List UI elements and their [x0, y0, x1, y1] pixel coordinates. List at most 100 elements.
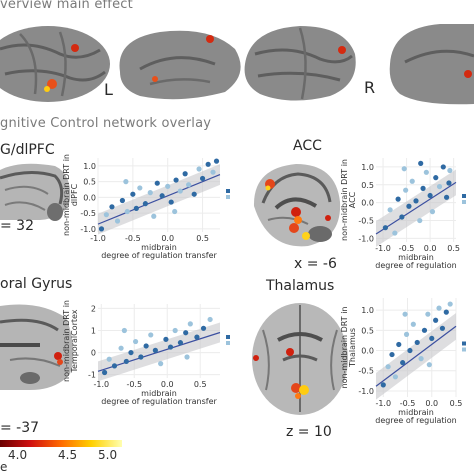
- acc-coordinate: x = -6: [294, 256, 337, 272]
- data-point: [187, 321, 193, 327]
- y-axis-label: non-midbrain DRT in: [62, 300, 71, 382]
- data-point: [184, 354, 190, 360]
- data-point: [392, 374, 398, 380]
- left-medial-surface: [119, 30, 241, 100]
- data-point: [177, 188, 183, 194]
- data-point: [399, 214, 405, 220]
- colorbar-label: e: [0, 460, 8, 474]
- x-tick-label: 0.5: [196, 234, 209, 243]
- x-tick-label: -0.5: [125, 234, 141, 243]
- data-point: [418, 356, 424, 362]
- left-lateral-surface: [0, 26, 110, 102]
- data-point: [443, 309, 449, 315]
- right-lateral-surface: [244, 26, 356, 101]
- x-tick-label: -0.5: [126, 380, 142, 389]
- legend-swatch: [462, 194, 466, 198]
- x-tick-label: -1.0: [375, 244, 391, 253]
- y-axis-label: non-midbrain DRT in: [62, 154, 71, 236]
- data-point: [436, 183, 443, 190]
- data-point: [382, 225, 389, 231]
- colorbar-tick-4-5: 4.5: [58, 448, 78, 462]
- y-axis-label: dlPFC: [70, 183, 79, 206]
- data-point: [409, 178, 415, 184]
- dlpfc-sagittal-slice: [0, 160, 78, 222]
- y-tick-label: -1: [88, 371, 96, 380]
- y-axis-label: non-midbrain DRT in: [340, 307, 349, 389]
- data-point: [147, 190, 153, 196]
- y-tick-label: 0.0: [83, 193, 96, 202]
- thalamus-scatter-plot: -1.0 -0.5 0.0 0.5 -1.0 -0.5 0.0 0.5 1.0 midbraind…: [340, 298, 466, 425]
- x-tick-label: -0.5: [400, 399, 416, 408]
- y-tick-label: 0.0: [361, 347, 374, 356]
- data-point: [427, 192, 433, 199]
- data-point: [163, 336, 169, 342]
- data-point: [148, 332, 154, 338]
- data-point: [152, 347, 158, 353]
- data-point: [172, 327, 178, 334]
- data-point: [429, 209, 436, 215]
- data-point: [199, 175, 206, 182]
- y-tick-label: -1.0: [80, 225, 96, 234]
- data-point: [380, 382, 386, 388]
- data-point: [133, 205, 139, 211]
- data-point: [101, 369, 108, 376]
- data-point: [403, 331, 410, 337]
- data-point: [191, 191, 197, 197]
- data-point: [392, 230, 398, 236]
- regression-line: [97, 173, 221, 225]
- data-point: [443, 194, 450, 200]
- data-point: [439, 325, 446, 331]
- data-point: [410, 321, 416, 327]
- x-axis-label: midbrain: [141, 243, 177, 252]
- data-point: [207, 316, 213, 323]
- data-point: [395, 196, 401, 202]
- data-point: [165, 183, 171, 189]
- left-hemisphere-label: L: [104, 80, 113, 99]
- acc-scatter-plot: -1.0 -0.5 0.0 0.5 -1.0 -0.5 0.0 0.5 1.0 midbraind…: [340, 158, 466, 270]
- data-point: [196, 166, 202, 172]
- right-hemisphere-label: R: [364, 78, 376, 97]
- acc-sagittal-slice: [253, 164, 341, 247]
- data-point: [446, 180, 452, 186]
- legend-swatch: [226, 335, 230, 339]
- dlpfc-scatter-plot: -1.0 -0.5 0.0 0.5-1.0-0.50.00.51.0midbraind…: [62, 154, 230, 260]
- x-tick-label: 0.0: [425, 399, 438, 408]
- data-point: [168, 199, 174, 205]
- data-point: [158, 361, 164, 367]
- data-point: [418, 160, 424, 166]
- data-point: [111, 363, 118, 369]
- data-point: [159, 193, 165, 199]
- data-point: [167, 344, 174, 350]
- x-axis-label: midbrain: [398, 253, 434, 262]
- y-tick-label: 1: [91, 327, 96, 336]
- data-point: [387, 207, 393, 213]
- y-tick-label: -0.5: [358, 217, 374, 226]
- data-point: [106, 356, 112, 362]
- data-point: [121, 327, 127, 334]
- data-point: [183, 330, 189, 336]
- x-tick-label: 0.5: [194, 380, 207, 389]
- data-point: [119, 197, 125, 204]
- data-point: [406, 203, 412, 209]
- legend-swatch: [462, 347, 466, 352]
- data-point: [142, 201, 149, 207]
- data-point: [396, 341, 402, 348]
- data-point: [213, 158, 220, 164]
- data-point: [420, 185, 426, 191]
- y-axis-label: Thalamus: [348, 328, 357, 368]
- x-axis-label: degree of regulation transfer: [101, 397, 217, 406]
- data-point: [436, 305, 442, 311]
- y-tick-label: 0: [91, 349, 96, 358]
- data-point: [413, 198, 419, 204]
- x-tick-label: 0.5: [450, 399, 463, 408]
- data-point: [447, 167, 453, 174]
- y-tick-label: -1.0: [358, 234, 374, 243]
- legend-swatch: [226, 189, 230, 193]
- x-axis-label: midbrain: [141, 389, 177, 398]
- x-axis-label: midbrain: [398, 408, 434, 417]
- x-tick-label: -0.5: [399, 244, 415, 253]
- data-point: [425, 311, 431, 317]
- y-tick-label: -1.0: [358, 387, 374, 396]
- y-tick-label: -0.5: [358, 367, 374, 376]
